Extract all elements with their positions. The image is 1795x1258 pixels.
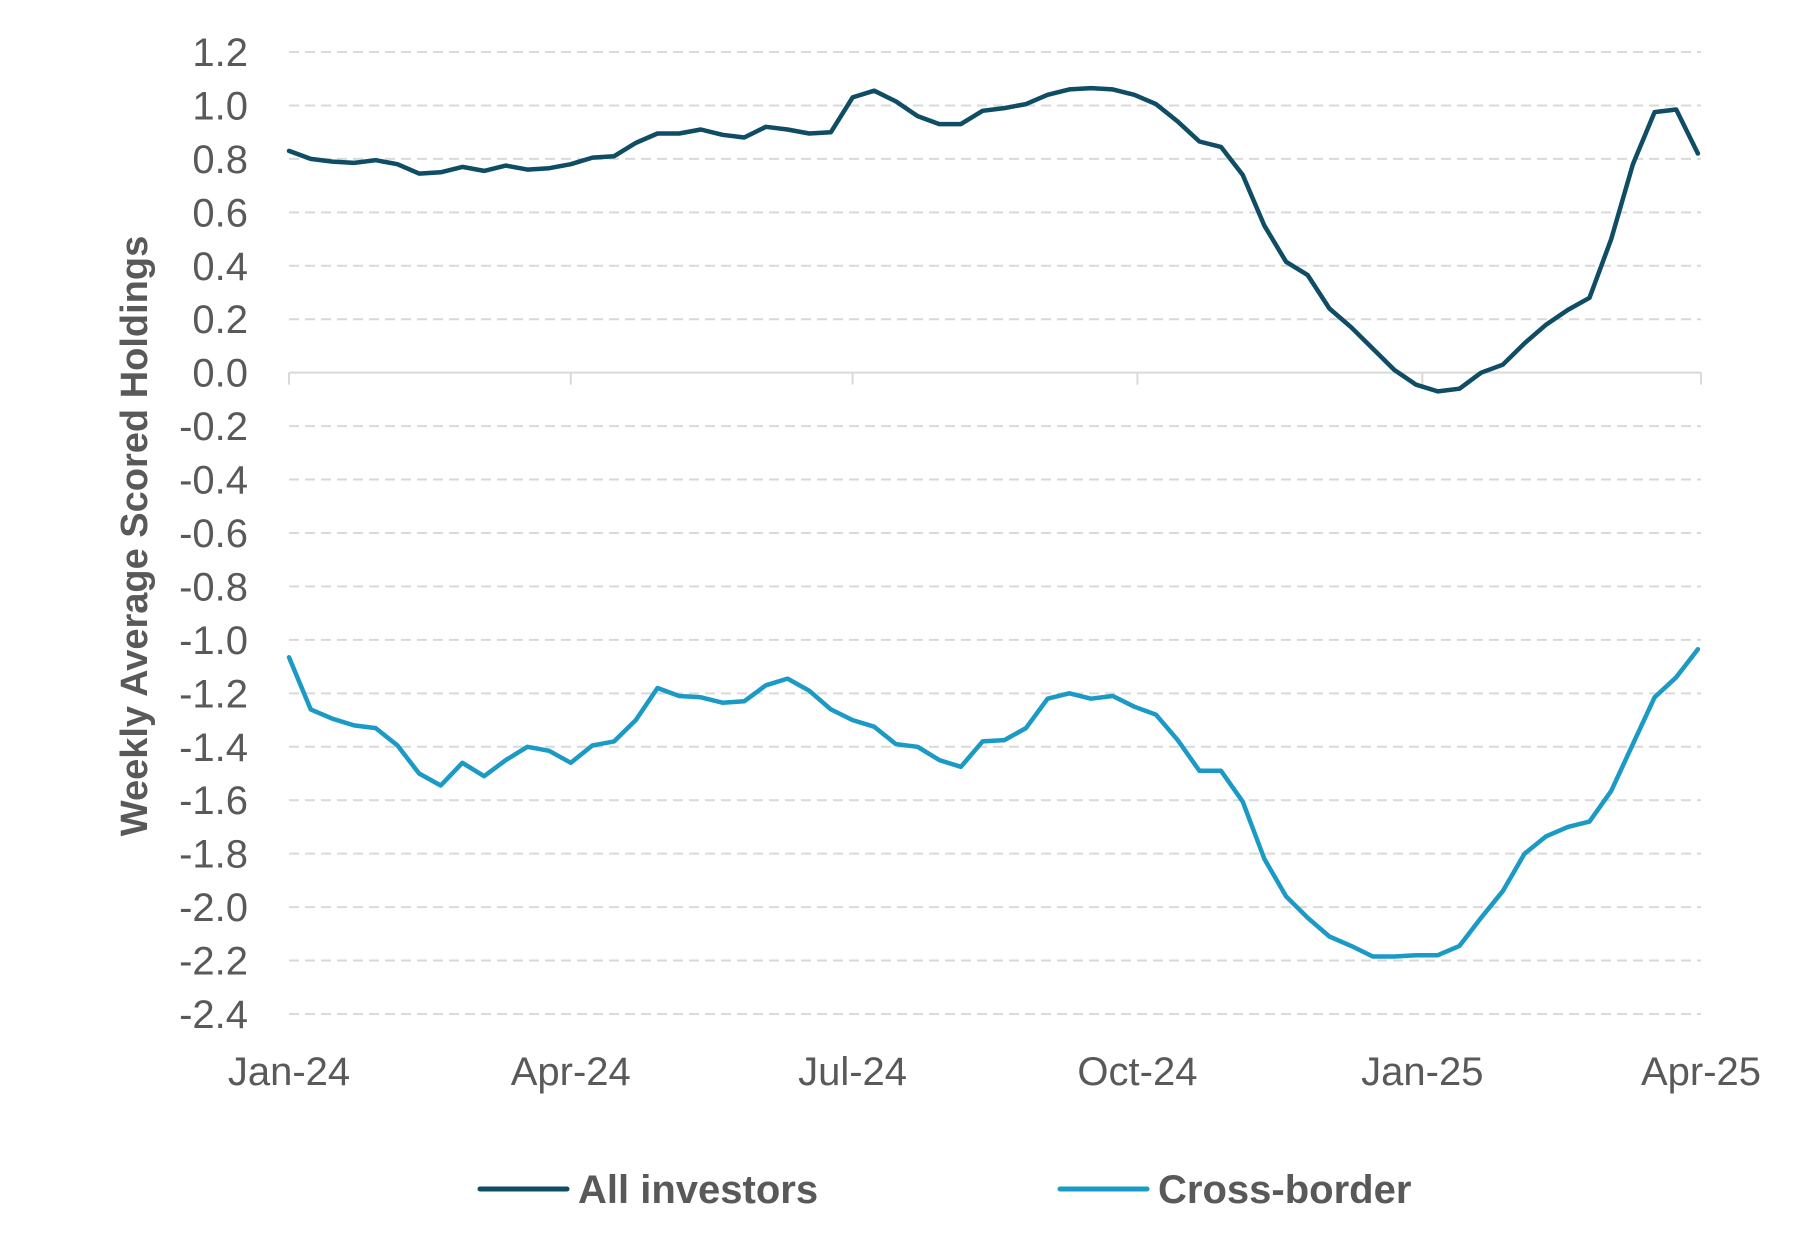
x-axis-tick-labels: Jan-24 Apr-24 Jul-24 Oct-24 Jan-25 Apr-25 <box>228 1050 1761 1094</box>
series-lines <box>286 85 1701 959</box>
y-tick-label: 0.0 <box>192 352 248 396</box>
y-tick-label: -2.4 <box>179 993 248 1037</box>
y-tick-label: -1.6 <box>179 779 248 823</box>
y-axis-tick-labels: 1.2 1.0 0.8 0.6 0.4 0.2 0.0 -0.2 -0.4 -0.6 -0.8 -1.… <box>179 31 248 1037</box>
y-tick-label: -2.2 <box>179 940 248 984</box>
y-tick-label: -1.2 <box>179 672 248 716</box>
y-tick-label: 0.6 <box>192 191 248 235</box>
x-tick-label: Jul-24 <box>798 1050 907 1094</box>
x-tick-label: Apr-25 <box>1641 1050 1761 1094</box>
y-tick-label: 0.4 <box>192 245 248 289</box>
grid-lines <box>289 51 1701 1015</box>
series-line-all-investors <box>286 85 1701 394</box>
y-tick-label: -0.4 <box>179 459 248 503</box>
legend-label: All investors <box>578 1168 818 1212</box>
y-tick-label: -1.8 <box>179 833 248 877</box>
y-tick-label: -0.2 <box>179 405 248 449</box>
y-tick-label: -2.0 <box>179 886 248 930</box>
legend-label: Cross-border <box>1158 1168 1411 1212</box>
legend: All investors Cross-border <box>477 1168 1411 1212</box>
y-tick-label: 1.2 <box>192 31 248 75</box>
y-tick-label: -1.0 <box>179 619 248 663</box>
x-tick-label: Apr-24 <box>511 1050 631 1094</box>
x-axis <box>288 371 1702 385</box>
x-tick-label: Oct-24 <box>1077 1050 1197 1094</box>
y-axis-title: Weekly Average Scored Holdings <box>114 236 156 836</box>
y-tick-label: 0.2 <box>192 298 248 342</box>
x-tick-label: Jan-24 <box>228 1050 350 1094</box>
y-tick-label: 1.0 <box>192 84 248 128</box>
y-tick-label: -1.4 <box>179 726 248 770</box>
y-tick-label: -0.6 <box>179 512 248 556</box>
series-line-cross-border <box>286 646 1701 959</box>
y-tick-label: 0.8 <box>192 138 248 182</box>
x-tick-label: Jan-25 <box>1361 1050 1483 1094</box>
y-tick-label: -0.8 <box>179 565 248 609</box>
